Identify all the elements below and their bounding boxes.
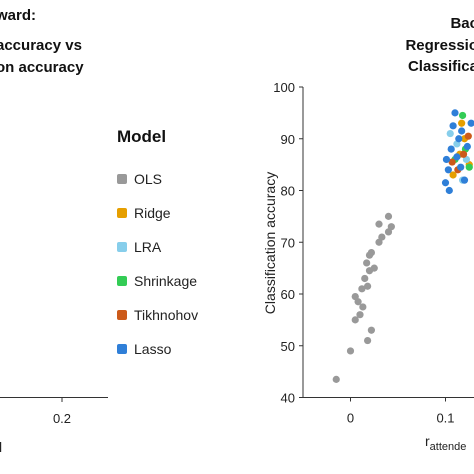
point-ols-12 <box>363 259 371 267</box>
point-ridge-4 <box>458 119 466 127</box>
right-y-tick-label-80: 80 <box>281 184 295 199</box>
left-panel: ward: accuracy vs on accuracy 0.2 l <box>0 7 108 455</box>
legend-label-lra: LRA <box>134 239 162 255</box>
right-title-line-2: Regressio <box>405 37 474 54</box>
point-ols-4 <box>359 303 367 311</box>
point-ols-18 <box>387 223 395 231</box>
legend-swatch-tikhnohov <box>117 310 127 320</box>
legend-label-lasso: Lasso <box>134 341 172 357</box>
point-lasso-3 <box>447 145 455 153</box>
point-ols-16 <box>378 233 386 241</box>
right-x-tick-label-0: 0 <box>347 411 354 426</box>
point-ols-3 <box>356 311 364 319</box>
point-lasso-12 <box>453 153 461 161</box>
left-title-line-1: ward: <box>0 7 36 24</box>
point-ols-19 <box>384 212 393 220</box>
point-lasso-11 <box>445 186 453 195</box>
point-lasso-8 <box>460 176 469 184</box>
right-title-line-1: Bac <box>450 15 474 32</box>
right-y-tick-label-60: 60 <box>281 287 295 302</box>
point-tikhnohov-2 <box>464 132 472 140</box>
point-lasso-9 <box>463 142 471 151</box>
point-ols-6 <box>351 292 359 301</box>
point-ridge-3 <box>449 171 457 179</box>
legend-label-tikhnohov: Tikhnohov <box>134 307 198 323</box>
left-x-tick-label: 0.2 <box>53 411 71 426</box>
point-ols-0 <box>332 375 340 383</box>
point-lasso-7 <box>457 163 465 171</box>
point-shrinkage-1 <box>465 163 473 171</box>
left-title-line-2: accuracy vs <box>0 37 82 54</box>
legend-title: Model <box>117 127 166 146</box>
point-lasso-6 <box>455 135 463 143</box>
point-lasso-13 <box>458 127 466 135</box>
legend-swatch-ols <box>117 174 127 184</box>
point-lasso-5 <box>451 109 459 117</box>
point-lasso-4 <box>449 122 457 130</box>
point-ols-1 <box>346 347 355 355</box>
point-shrinkage-0 <box>459 111 467 120</box>
right-x-axis-label-main: r <box>425 433 430 449</box>
right-y-axis-label: Classification accuracy <box>262 172 278 314</box>
right-y-tick-label-40: 40 <box>281 391 295 406</box>
point-lasso-1 <box>444 166 452 174</box>
right-y-tick-label-50: 50 <box>281 339 295 354</box>
legend-label-shrinkage: Shrinkage <box>134 273 197 289</box>
right-panel: Bac Regressio Classifica 40 50 60 70 80 90 100… <box>262 15 474 453</box>
legend-swatch-lasso <box>117 344 127 354</box>
right-y-tick-label-70: 70 <box>281 235 295 250</box>
legend-swatch-ridge <box>117 208 127 218</box>
point-ols-20 <box>375 220 383 228</box>
right-y-tick-label-100: 100 <box>273 80 295 95</box>
point-ols-11 <box>370 264 378 272</box>
point-ols-2 <box>351 316 359 324</box>
point-ols-8 <box>361 274 369 283</box>
point-tikhnohov-1 <box>459 150 468 158</box>
legend: Model OLS Ridge LRA Shrinkage Tikhnohov Lasso <box>117 127 198 357</box>
point-lasso-10 <box>467 119 474 127</box>
right-x-tick-label-0.1: 0.1 <box>436 411 454 426</box>
point-ols-9 <box>364 282 372 290</box>
point-ols-21 <box>364 336 372 345</box>
legend-swatch-lra <box>117 242 127 252</box>
point-tikhnohov-0 <box>448 158 456 166</box>
left-title-line-3: on accuracy <box>0 59 84 76</box>
point-lra-3 <box>446 129 454 138</box>
right-x-axis-label: rattende <box>425 433 466 453</box>
legend-swatch-shrinkage <box>117 276 127 286</box>
right-title-line-3: Classifica <box>408 58 474 75</box>
point-ols-7 <box>358 285 366 293</box>
left-x-axis-label: l <box>0 439 2 455</box>
right-x-axis-label-sub: attende <box>430 441 467 453</box>
point-lasso-2 <box>442 155 451 164</box>
point-ols-22 <box>367 326 375 334</box>
point-lasso-0 <box>441 179 450 187</box>
right-y-tick-label-90: 90 <box>281 132 295 147</box>
legend-label-ols: OLS <box>134 171 162 187</box>
point-ols-14 <box>367 249 375 257</box>
legend-label-ridge: Ridge <box>134 205 171 221</box>
